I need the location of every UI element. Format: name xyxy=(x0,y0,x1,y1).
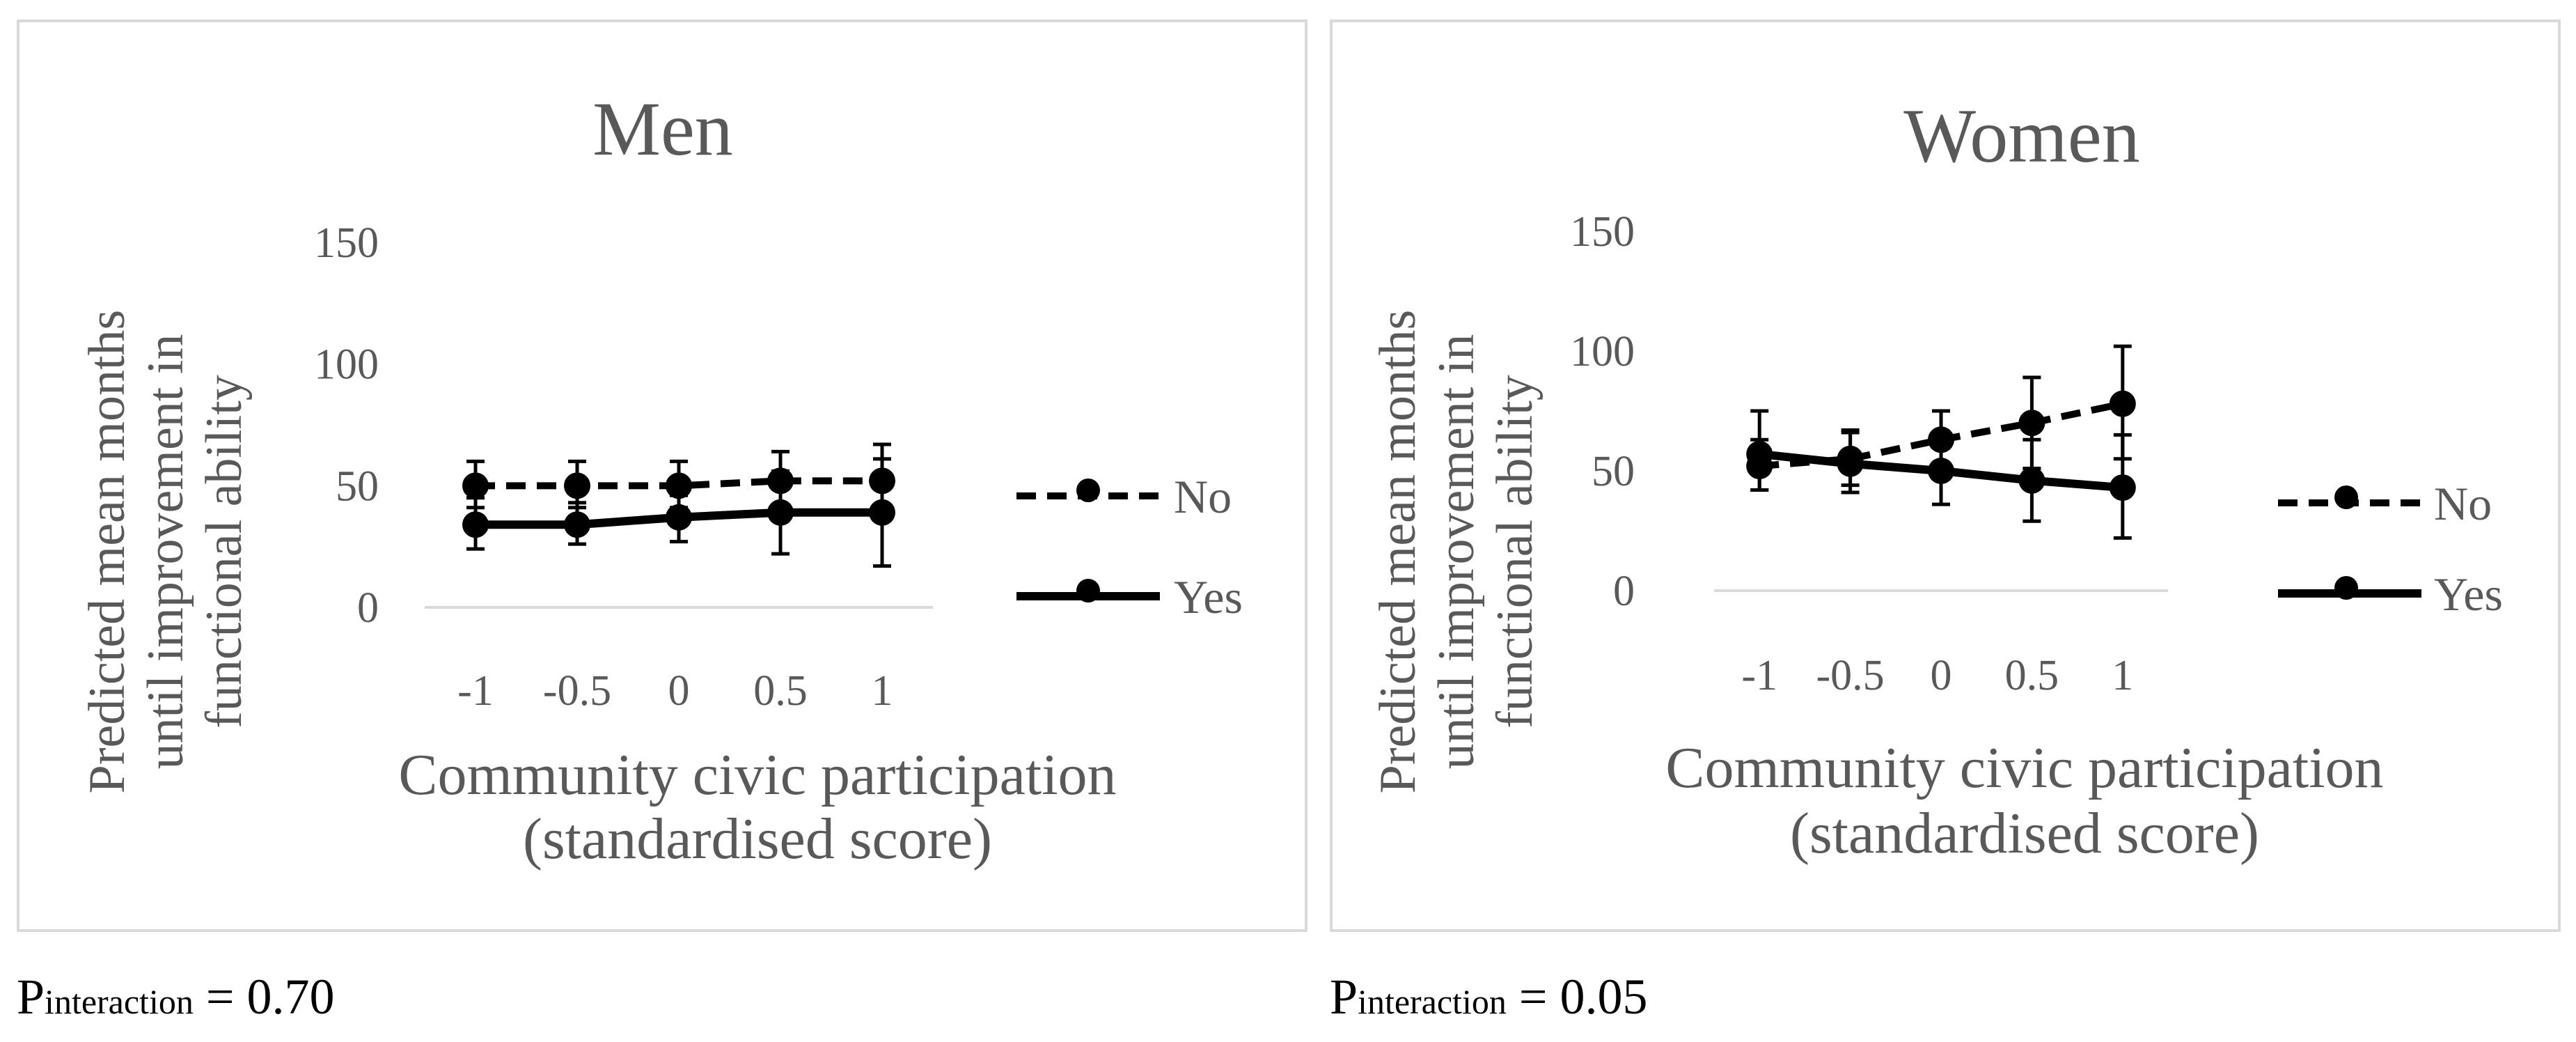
x-axis-title: Community civic participation xyxy=(1665,736,2383,800)
x-tick-label: 0.5 xyxy=(2005,652,2059,699)
y-axis-title: functional ability xyxy=(1486,375,1544,729)
chart-panel-men: Men 0 50 100 150 -1 -0.5 0 0.5 1 Community civic p… xyxy=(17,20,1307,932)
x-tick-label: -0.5 xyxy=(543,667,611,715)
data-point-yes xyxy=(869,499,895,526)
y-tick-label: 0 xyxy=(357,584,379,632)
chart-men: Men 0 50 100 150 -1 -0.5 0 0.5 1 Community civic p… xyxy=(79,86,1243,871)
x-tick-label: -0.5 xyxy=(1816,652,1885,699)
p-interaction-women: Pinteraction = 0.05 xyxy=(1330,968,1647,1026)
x-tick-label: -1 xyxy=(1741,652,1777,699)
y-tick-label: 150 xyxy=(314,219,379,267)
x-tick-label: 1 xyxy=(2112,652,2133,699)
data-point-yes xyxy=(462,511,489,538)
x-axis-title: (standardised score) xyxy=(1790,801,2259,866)
p-value: = 0.70 xyxy=(193,969,335,1025)
data-point-no xyxy=(2109,390,2136,417)
y-tick-label: 0 xyxy=(1613,568,1635,615)
data-point-yes xyxy=(2109,474,2136,501)
legend-marker-no xyxy=(1076,479,1100,502)
chart-title: Men xyxy=(592,86,733,171)
x-tick-label: 0.5 xyxy=(753,667,808,715)
legend-label-yes: Yes xyxy=(2434,568,2503,621)
data-point-no xyxy=(564,472,590,499)
data-point-yes xyxy=(767,499,794,526)
chart-women: Women 0 50 100 150 -1 -0.5 0 0.5 1 Community civic… xyxy=(1369,93,2503,866)
p-value: = 0.05 xyxy=(1506,969,1648,1025)
y-tick-label: 100 xyxy=(1570,328,1635,375)
data-point-yes xyxy=(1837,450,1864,477)
p-subscript: interaction xyxy=(1358,982,1507,1021)
x-tick-label: 1 xyxy=(872,667,893,715)
y-tick-label: 50 xyxy=(1592,448,1635,495)
legend-marker-no xyxy=(2334,485,2358,509)
y-axis-title: Predicted mean months xyxy=(79,310,136,794)
data-point-yes xyxy=(2018,467,2045,494)
data-point-no xyxy=(2018,410,2045,437)
y-tick-label: 100 xyxy=(314,341,379,389)
legend-label-yes: Yes xyxy=(1174,570,1243,623)
legend-label-no: No xyxy=(2434,477,2492,530)
y-tick-label: 50 xyxy=(336,462,379,510)
x-tick-label: 0 xyxy=(1931,652,1952,699)
legend-label-no: No xyxy=(1174,470,1232,523)
x-axis-title: (standardised score) xyxy=(523,807,992,871)
y-axis-title: functional ability xyxy=(196,375,253,729)
data-point-yes xyxy=(564,511,590,538)
data-point-yes xyxy=(666,504,692,531)
chart-panel-women: Women 0 50 100 150 -1 -0.5 0 0.5 1 Community civic… xyxy=(1330,20,2561,932)
p-prefix: P xyxy=(17,969,45,1025)
data-point-no xyxy=(666,472,692,499)
p-prefix: P xyxy=(1330,969,1358,1025)
legend-marker-yes xyxy=(2334,576,2358,600)
x-axis-title: Community civic participation xyxy=(398,742,1116,807)
p-subscript: interaction xyxy=(45,982,194,1021)
data-point-yes xyxy=(1746,440,1773,467)
legend-marker-yes xyxy=(1076,579,1100,602)
p-interaction-men: Pinteraction = 0.70 xyxy=(17,968,334,1026)
y-axis-title: Predicted mean months xyxy=(1369,310,1427,794)
chart-title: Women xyxy=(1903,93,2139,178)
y-axis-title: until improvement in xyxy=(1428,334,1485,770)
y-axis-title: until improvement in xyxy=(137,334,194,770)
data-point-no xyxy=(462,472,489,499)
data-point-yes xyxy=(1928,458,1954,484)
x-tick-label: 0 xyxy=(668,667,690,715)
x-tick-label: -1 xyxy=(457,667,494,715)
y-tick-label: 150 xyxy=(1570,208,1635,256)
